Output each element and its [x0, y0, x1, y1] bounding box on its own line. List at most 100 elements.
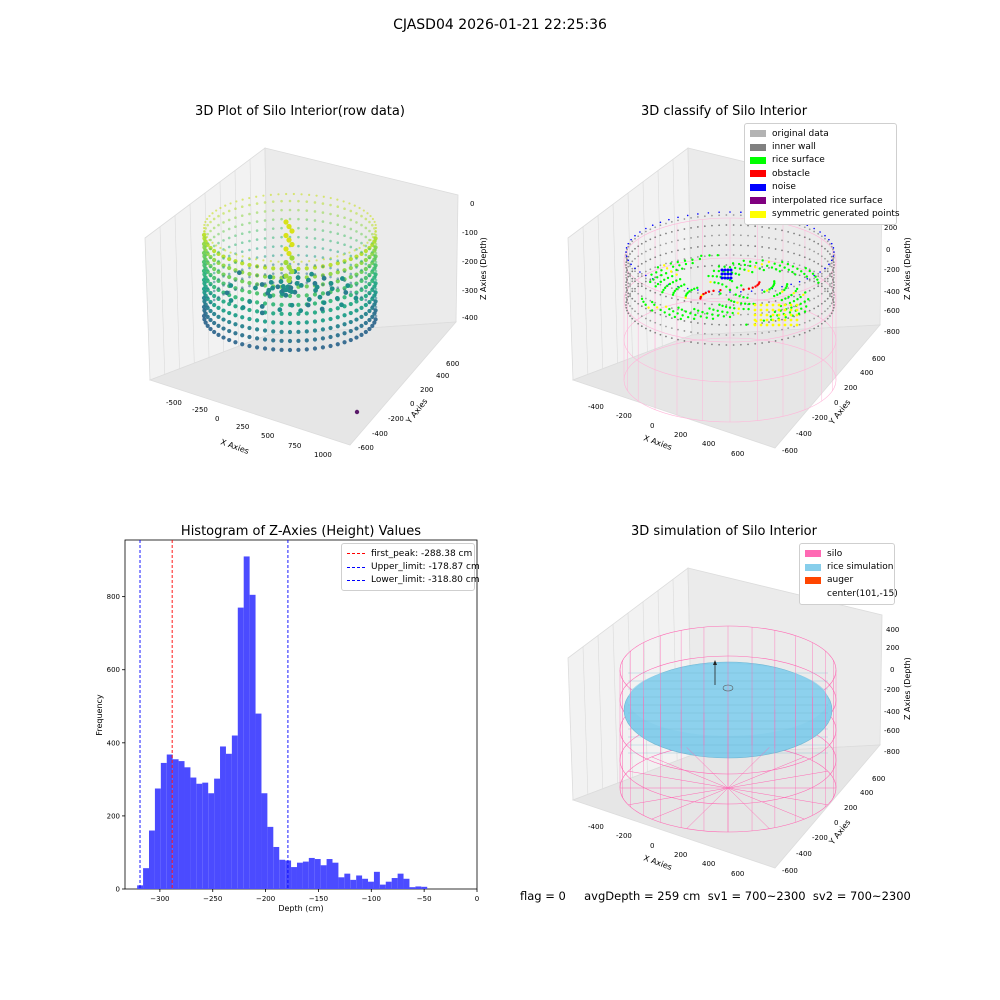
raw-point — [212, 248, 217, 254]
wall-point — [761, 266, 764, 268]
wall-point — [659, 244, 662, 247]
raw-point — [201, 286, 207, 292]
noise-point — [819, 271, 821, 273]
raw-point — [204, 263, 207, 266]
wall-point — [637, 275, 640, 278]
noise-point — [824, 267, 826, 270]
raw-point — [373, 245, 376, 248]
wall-point — [634, 310, 636, 313]
rice-surface-point — [686, 315, 690, 319]
noise-point — [686, 214, 689, 217]
raw-point — [305, 254, 309, 257]
raw-point — [359, 323, 364, 328]
rice-surface-point — [666, 276, 670, 280]
wall-point — [824, 280, 826, 283]
raw-point — [212, 262, 216, 266]
raw-point — [271, 236, 275, 239]
wall-point — [631, 277, 634, 280]
raw-point — [217, 214, 220, 218]
wall-point — [761, 322, 764, 324]
wall-point — [644, 240, 647, 243]
raw-point — [348, 301, 353, 307]
raw-point — [234, 207, 237, 211]
rice-surface-point — [733, 307, 736, 310]
raw-point — [224, 290, 230, 296]
wall-point — [631, 250, 634, 253]
raw-point — [353, 295, 359, 301]
raw-point — [212, 280, 216, 284]
raw-point — [358, 246, 361, 250]
wall-point — [629, 283, 631, 285]
raw-point — [206, 277, 210, 281]
raw-point — [359, 305, 364, 310]
rice-surface-point — [755, 261, 758, 265]
rice-surface-point — [733, 266, 737, 270]
wall-point — [659, 283, 662, 286]
raw-point — [271, 263, 275, 266]
wall-point — [817, 242, 820, 245]
raw-point — [227, 209, 231, 213]
raw-point — [209, 229, 212, 233]
wall-point — [829, 265, 831, 267]
raw-point — [204, 308, 207, 311]
wall-point — [711, 333, 713, 336]
wall-point — [711, 343, 713, 346]
raw-point — [263, 201, 267, 204]
legend-swatch — [750, 130, 766, 138]
wall-point — [640, 272, 643, 275]
legend-swatch — [750, 156, 766, 164]
legend-item-upper-limit: Upper_limit: -178.87 cm — [347, 560, 480, 573]
raw-point — [217, 277, 220, 281]
wall-point — [808, 238, 811, 241]
wall-point — [640, 305, 643, 308]
raw-point — [297, 199, 300, 203]
raw-point — [305, 209, 309, 212]
wall-point — [830, 292, 833, 295]
rice-surface-point — [676, 260, 679, 264]
raw-point — [335, 342, 340, 347]
legend-swatch — [750, 210, 766, 218]
raw-point — [240, 259, 244, 263]
legend-label: noise — [772, 182, 796, 193]
raw-point — [248, 230, 251, 234]
wall-point — [813, 277, 816, 280]
wall-point — [747, 254, 749, 257]
wall-point — [817, 275, 820, 278]
raw-point — [306, 277, 311, 283]
rice-surface-point — [700, 254, 703, 258]
raw-point — [320, 345, 326, 350]
x-tick-label: −300 — [150, 895, 169, 903]
raw-point — [370, 268, 374, 272]
grid-line — [597, 215, 604, 369]
wall-point — [732, 214, 735, 216]
wall-point — [798, 224, 801, 227]
rice-surface-point — [662, 288, 665, 292]
classify-3d-plot: -400 -200 0 200 400 600 X Axies 600 400 … — [567, 147, 912, 458]
wall-point — [625, 284, 627, 286]
raw-point — [320, 318, 326, 323]
wall-point — [829, 315, 831, 317]
wall-point — [774, 258, 777, 260]
legend-item-rice-simulation: rice simulation — [805, 560, 893, 573]
z-axis-label: Z Axies (Depth) — [903, 237, 912, 300]
rice-surface-point — [817, 281, 820, 284]
wall-point — [793, 325, 795, 328]
wall-point — [640, 242, 643, 245]
raw-point — [374, 284, 377, 287]
raw-point — [248, 248, 251, 252]
rice-surface-point — [663, 311, 666, 314]
raw-point — [233, 304, 238, 309]
x-tick-label: 0 — [475, 895, 479, 903]
raw-point — [262, 319, 268, 324]
noise-point — [750, 290, 753, 292]
noise-point — [659, 221, 662, 224]
raw-point — [321, 211, 325, 214]
raw-point — [247, 262, 252, 268]
legend-label: first_peak: -288.38 cm — [371, 548, 473, 559]
raw-point — [321, 300, 327, 306]
raw-point — [204, 220, 207, 224]
rice-surface-point — [800, 307, 803, 310]
rice-surface-point — [762, 268, 766, 272]
rice-surface-point — [765, 264, 769, 268]
raw-point — [262, 328, 268, 333]
